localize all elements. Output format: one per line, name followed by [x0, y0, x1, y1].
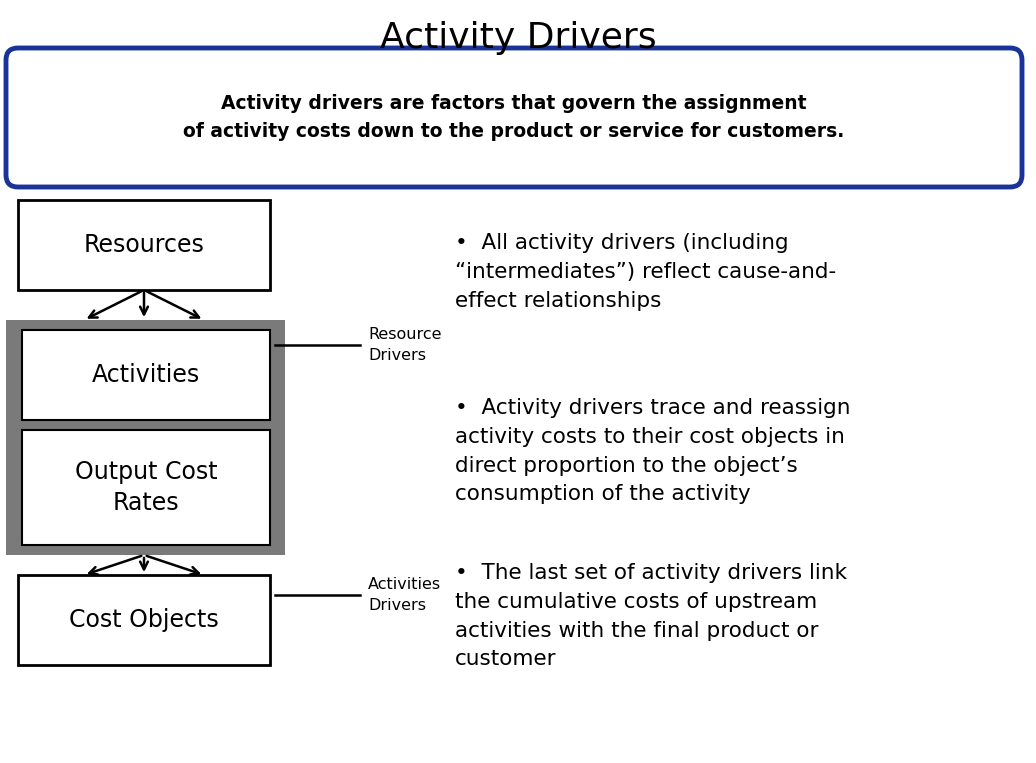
- Bar: [18, 575, 270, 665]
- Text: •  All activity drivers (including
“intermediates”) reflect cause-and-
effect re: • All activity drivers (including “inter…: [455, 233, 836, 311]
- Text: Activities: Activities: [92, 363, 200, 387]
- Text: Activity drivers are factors that govern the assignment
of activity costs down t: Activity drivers are factors that govern…: [183, 94, 844, 141]
- Text: Resource
Drivers: Resource Drivers: [368, 327, 441, 363]
- Bar: [22, 330, 270, 420]
- Text: Output Cost
Rates: Output Cost Rates: [75, 459, 218, 515]
- FancyBboxPatch shape: [6, 48, 1021, 187]
- Bar: [22, 430, 270, 545]
- Bar: [6, 320, 285, 555]
- Text: •  Activity drivers trace and reassign
activity costs to their cost objects in
d: • Activity drivers trace and reassign ac…: [455, 398, 851, 504]
- Bar: [18, 200, 270, 290]
- Text: Resources: Resources: [84, 233, 204, 257]
- Text: Activity Drivers: Activity Drivers: [379, 21, 657, 55]
- Text: Cost Objects: Cost Objects: [69, 608, 219, 632]
- Text: Activities
Drivers: Activities Drivers: [368, 577, 441, 613]
- Text: •  The last set of activity drivers link
the cumulative costs of upstream
activi: • The last set of activity drivers link …: [455, 563, 847, 669]
